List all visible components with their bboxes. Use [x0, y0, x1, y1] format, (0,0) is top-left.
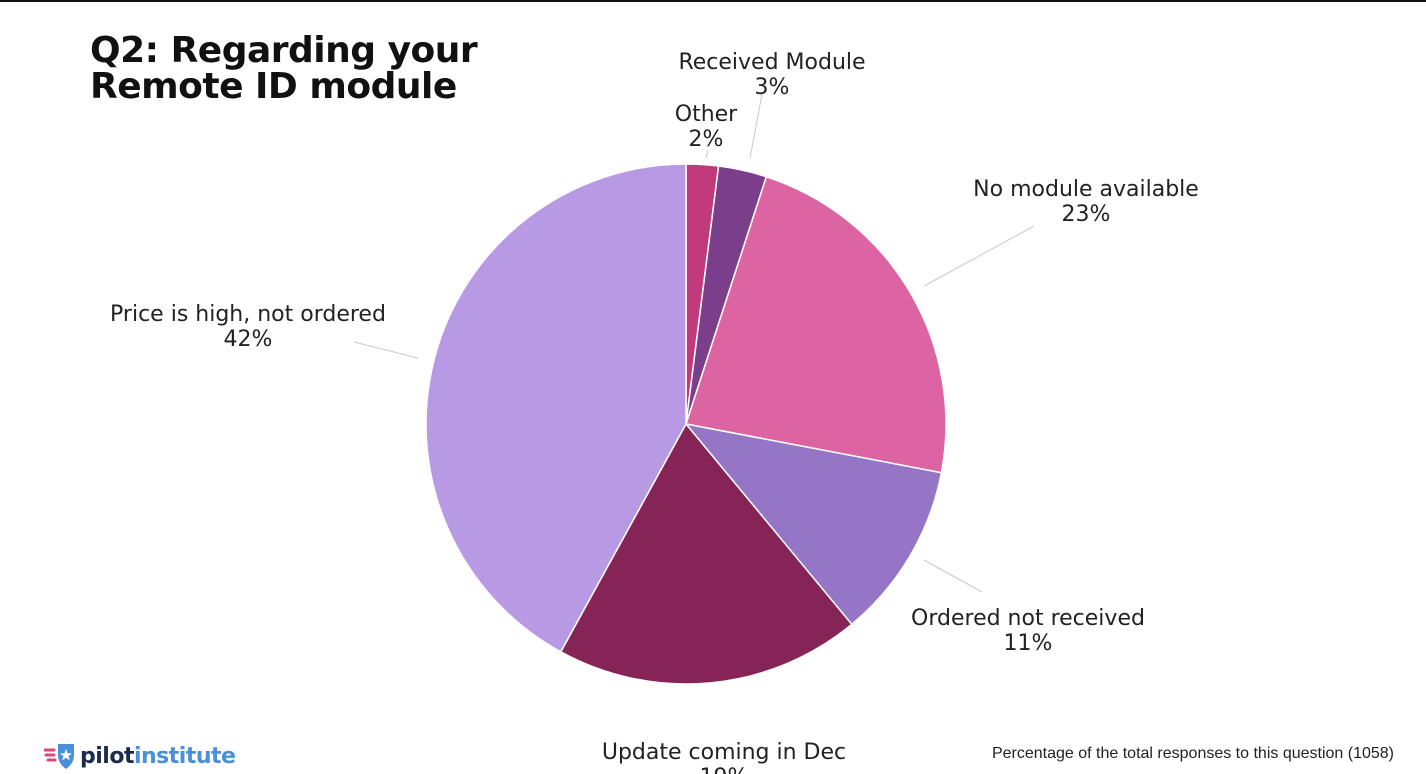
slice-label-5: Update coming in Dec [602, 740, 846, 765]
leader-line-2 [749, 93, 763, 159]
logo-text-pilot: pilot [80, 743, 134, 769]
chart-title-line-1: Q2: Regarding your [90, 30, 478, 71]
pilot-institute-logo: pilotinstitute [44, 740, 236, 772]
chart-title: Q2: Regarding your Remote ID module [90, 30, 478, 107]
leader-line-3 [923, 225, 1035, 287]
pie-slice-3 [685, 175, 947, 474]
slice-label-1: Other [675, 102, 738, 127]
leader-line-1 [705, 149, 709, 159]
top-rule [0, 0, 1426, 2]
slice-value-label-3: 23% [1062, 202, 1111, 227]
slice-value-label-5: 19% [700, 765, 749, 774]
slice-value-label-4: 11% [1004, 631, 1053, 656]
footnote: Percentage of the total responses to thi… [991, 745, 1394, 762]
pie-slice-6 [425, 163, 687, 653]
chart-title-line-2: Remote ID module [90, 66, 457, 107]
slice-label-2: Received Module [678, 50, 865, 75]
slice-value-label-2: 3% [755, 75, 790, 100]
leader-line-6 [353, 341, 419, 359]
slice-value-label-1: 2% [689, 127, 724, 152]
slice-label-6: Price is high, not ordered [110, 302, 386, 327]
logo-text-institute: institute [133, 743, 236, 769]
pie-slice-5 [559, 422, 853, 685]
shield-star-wings-icon [44, 744, 74, 769]
slice-value-label-6: 42% [224, 327, 273, 352]
pie-slice-4 [684, 422, 943, 626]
slice-label-4: Ordered not received [911, 606, 1145, 631]
slice-label-3: No module available [973, 177, 1199, 202]
leader-line-4 [923, 559, 983, 593]
